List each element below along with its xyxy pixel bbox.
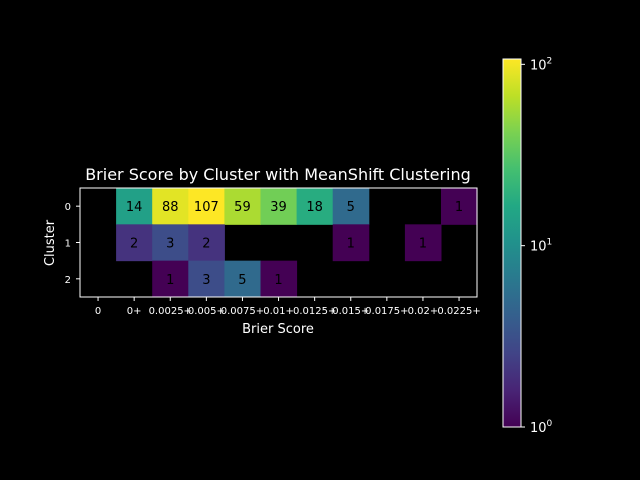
cell-value-label: 1	[274, 273, 282, 288]
x-tick-label: 0.02+	[408, 306, 439, 317]
cell-value-label: 1	[166, 273, 174, 288]
cell-value-label: 107	[194, 200, 219, 215]
x-tick-label: 0.0225+	[437, 306, 480, 317]
x-tick-label: 0	[95, 306, 101, 317]
y-tick-label: 1	[65, 238, 71, 249]
colorbar-tick-label: 102	[530, 56, 552, 73]
heatmap-cell	[152, 260, 189, 298]
x-tick-label: 0.0125+	[293, 306, 336, 317]
cell-value-label: 39	[270, 200, 287, 215]
x-tick-label: 0.0075+	[221, 306, 264, 317]
cell-value-label: 14	[126, 200, 143, 215]
heatmap-cells	[116, 188, 478, 298]
colorbar	[502, 58, 522, 428]
heatmap-cell	[188, 260, 225, 298]
cell-value-label: 1	[419, 236, 427, 251]
heatmap-cell	[224, 188, 261, 225]
heatmap-cell	[116, 188, 153, 225]
x-axis-ticks: 0 0+ 0.0025+0.005+0.0075+ 0.01+ 0.0125+0.015…	[95, 297, 481, 317]
cell-value-label: 88	[162, 200, 179, 215]
x-tick-label: 0.01+	[263, 306, 294, 317]
colorbar-ticks: 100 101 102	[521, 56, 553, 436]
heatmap-cell	[152, 224, 189, 262]
x-tick-label: 0.005+	[188, 306, 225, 317]
cell-value-labels: 14 88 107 59 39 18 5 1 2 3 2 1 1 1 3 5 1	[126, 200, 463, 288]
y-tick-label: 2	[65, 275, 71, 286]
heatmap-cell	[332, 224, 370, 262]
heatmap-cell	[441, 188, 478, 225]
heatmap-cell	[116, 224, 153, 262]
heatmap-cell	[260, 260, 298, 298]
x-tick-label: 0.015+	[332, 306, 369, 317]
heatmap-cell	[224, 260, 261, 298]
y-tick-label: 0	[65, 202, 71, 213]
heatmap-cell	[260, 188, 298, 225]
heatmap-cell	[404, 224, 442, 262]
colorbar-tick-label: 100	[530, 419, 553, 436]
cell-value-label: 59	[234, 200, 251, 215]
heatmap-cell	[296, 188, 334, 225]
heatmap-cell	[188, 188, 225, 225]
x-tick-label: 0.0025+	[149, 306, 192, 317]
x-tick-label: 0.0175+	[365, 306, 408, 317]
cell-value-label: 5	[347, 200, 355, 215]
y-axis-ticks: 0 1 2	[65, 202, 80, 286]
cell-value-label: 2	[202, 236, 210, 251]
cell-value-label: 5	[238, 273, 246, 288]
heatmap-cell	[332, 188, 370, 225]
cell-value-label: 3	[202, 273, 210, 288]
heatmap-cell	[152, 188, 189, 225]
heatmap-cell	[188, 224, 225, 262]
cell-value-label: 2	[130, 236, 138, 251]
cell-value-label: 1	[455, 200, 463, 215]
y-axis-label: Cluster	[43, 219, 58, 266]
x-axis-label: Brier Score	[242, 322, 314, 337]
cell-value-label: 1	[347, 236, 355, 251]
x-tick-label: 0+	[127, 306, 142, 317]
cell-value-label: 18	[306, 200, 323, 215]
chart-title: Brier Score by Cluster with MeanShift Cl…	[85, 165, 471, 184]
cell-value-label: 3	[166, 236, 174, 251]
colorbar-tick-label: 101	[530, 238, 552, 255]
